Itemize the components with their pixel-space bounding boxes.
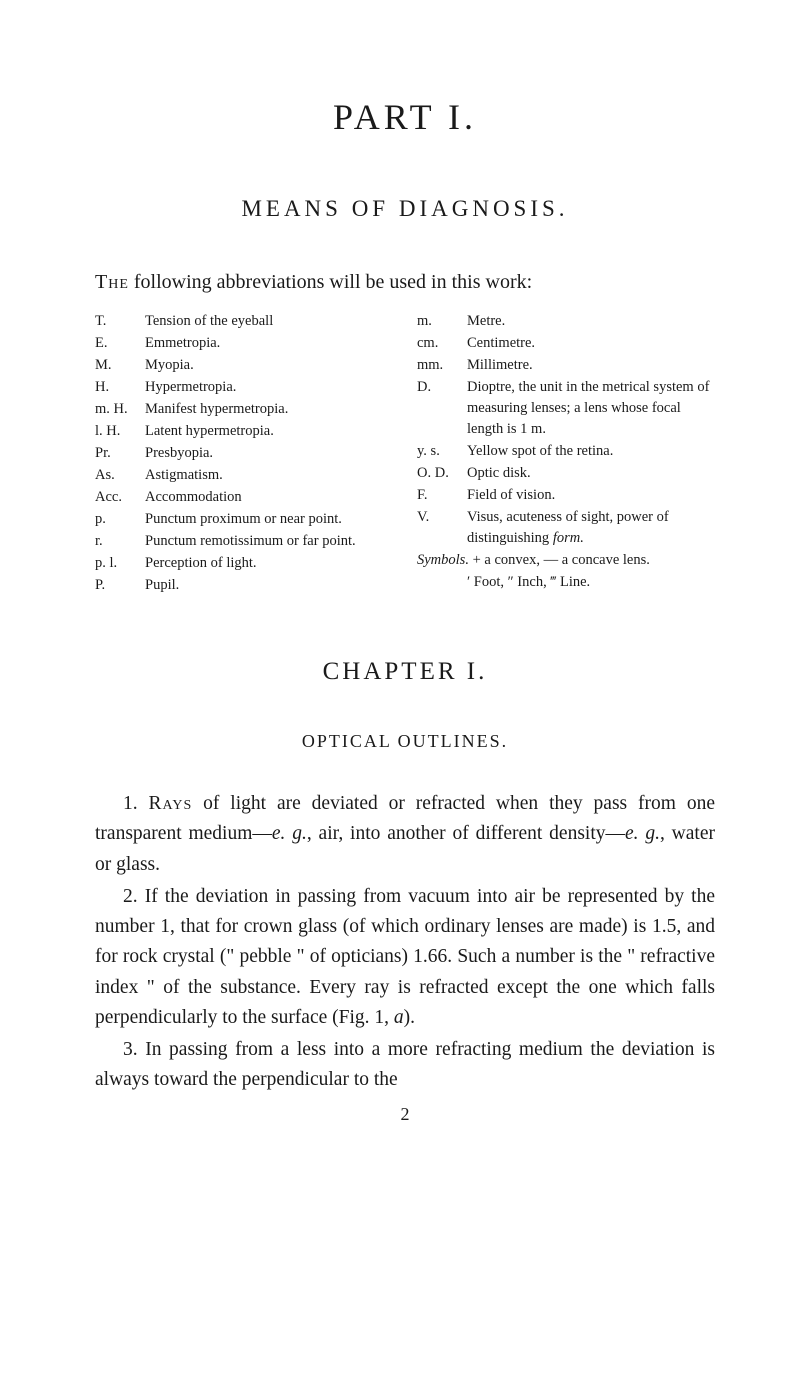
abbrev-key: p. l. bbox=[95, 553, 145, 574]
abbrev-row: V.Visus, acuteness of sight, power of di… bbox=[417, 507, 715, 549]
abbrev-row: T.Tension of the eyeball bbox=[95, 311, 393, 332]
abbrev-val: Tension of the eyeball bbox=[145, 311, 393, 332]
abbrev-val: Presbyopia. bbox=[145, 443, 393, 464]
p1-smallcaps: Rays bbox=[149, 793, 193, 814]
abbrev-row: p. l.Perception of light. bbox=[95, 553, 393, 574]
abbrev-row: As.Astigmatism. bbox=[95, 465, 393, 486]
abbrev-key: M. bbox=[95, 355, 145, 376]
abbrev-key: Acc. bbox=[95, 487, 145, 508]
p1-c: , air, into another of different density… bbox=[307, 823, 625, 844]
abbrev-val: Millimetre. bbox=[467, 355, 715, 376]
abbrev-key: T. bbox=[95, 311, 145, 332]
abbrev-val: Astigmatism. bbox=[145, 465, 393, 486]
abbrev-key: As. bbox=[95, 465, 145, 486]
abbreviations-columns: T.Tension of the eyeballE.Emmetropia.M.M… bbox=[95, 311, 715, 597]
p2-b: ). bbox=[404, 1007, 415, 1028]
abbrev-key: p. bbox=[95, 509, 145, 530]
abbrev-val: Perception of light. bbox=[145, 553, 393, 574]
chapter-title: CHAPTER I. bbox=[95, 653, 715, 691]
abbrev-row: p.Punctum proximum or near point. bbox=[95, 509, 393, 530]
p1-it2: e. g. bbox=[625, 823, 660, 844]
abbrev-key: y. s. bbox=[417, 441, 467, 462]
part-title: PART I. bbox=[95, 90, 715, 144]
abbrev-row: r.Punctum remotissimum or far point. bbox=[95, 531, 393, 552]
abbrev-key: P. bbox=[95, 575, 145, 596]
abbrev-row: m. H.Manifest hypermetropia. bbox=[95, 399, 393, 420]
abbrev-val: Centimetre. bbox=[467, 333, 715, 354]
intro-smallcaps: The bbox=[95, 271, 129, 293]
abbrev-key: F. bbox=[417, 485, 467, 506]
intro-line: The following abbreviations will be used… bbox=[95, 267, 715, 297]
abbrev-val: Field of vision. bbox=[467, 485, 715, 506]
p1-it1: e. g. bbox=[272, 823, 307, 844]
abbrev-val: Myopia. bbox=[145, 355, 393, 376]
abbrev-row: M.Myopia. bbox=[95, 355, 393, 376]
abbrev-val: Accommodation bbox=[145, 487, 393, 508]
abbrev-val: Manifest hypermetropia. bbox=[145, 399, 393, 420]
subchapter-title: OPTICAL OUTLINES. bbox=[95, 728, 715, 755]
abbrev-val: Optic disk. bbox=[467, 463, 715, 484]
abbrev-key: H. bbox=[95, 377, 145, 398]
symbols-label: Symbols. bbox=[417, 552, 469, 568]
abbrev-row: E.Emmetropia. bbox=[95, 333, 393, 354]
abbrev-row: m.Metre. bbox=[417, 311, 715, 332]
paragraph-3: 3. In passing from a less into a more re… bbox=[95, 1035, 715, 1095]
intro-rest: following abbreviations will be used in … bbox=[129, 271, 532, 293]
abbrev-row: H.Hypermetropia. bbox=[95, 377, 393, 398]
abbrev-key: D. bbox=[417, 377, 467, 440]
paragraph-2: 2. If the deviation in passing from vacu… bbox=[95, 882, 715, 1033]
abbrev-key: m. H. bbox=[95, 399, 145, 420]
abbrev-key: m. bbox=[417, 311, 467, 332]
abbrev-key: mm. bbox=[417, 355, 467, 376]
p1-num: 1. bbox=[123, 793, 149, 814]
abbrev-key: l. H. bbox=[95, 421, 145, 442]
symbols-line: Symbols. + a convex, — a concave lens. bbox=[417, 550, 715, 571]
abbrev-col-right: m.Metre.cm.Centimetre.mm.Millimetre.D.Di… bbox=[417, 311, 715, 597]
abbrev-key: r. bbox=[95, 531, 145, 552]
abbrev-val: Visus, acuteness of sight, power of dist… bbox=[467, 507, 715, 549]
abbrev-row: mm.Millimetre. bbox=[417, 355, 715, 376]
abbrev-val: Yellow spot of the retina. bbox=[467, 441, 715, 462]
abbrev-row: l. H.Latent hypermetropia. bbox=[95, 421, 393, 442]
abbrev-val: Punctum remotissimum or far point. bbox=[145, 531, 393, 552]
abbrev-key: Pr. bbox=[95, 443, 145, 464]
abbrev-val: Pupil. bbox=[145, 575, 393, 596]
abbrev-row: Acc.Accommodation bbox=[95, 487, 393, 508]
abbrev-row: D.Dioptre, the unit in the metrical syst… bbox=[417, 377, 715, 440]
page-number: 2 bbox=[95, 1101, 715, 1128]
abbrev-row: O. D.Optic disk. bbox=[417, 463, 715, 484]
abbrev-row: F.Field of vision. bbox=[417, 485, 715, 506]
abbrev-val: Dioptre, the unit in the metrical system… bbox=[467, 377, 715, 440]
abbrev-key: E. bbox=[95, 333, 145, 354]
abbrev-key: V. bbox=[417, 507, 467, 549]
abbrev-row: P.Pupil. bbox=[95, 575, 393, 596]
abbrev-row: cm.Centimetre. bbox=[417, 333, 715, 354]
form-italic: form. bbox=[553, 530, 584, 546]
abbrev-val: Emmetropia. bbox=[145, 333, 393, 354]
abbrev-val: Latent hypermetropia. bbox=[145, 421, 393, 442]
abbrev-row: y. s.Yellow spot of the retina. bbox=[417, 441, 715, 462]
abbrev-row: Pr.Presbyopia. bbox=[95, 443, 393, 464]
abbrev-val: Punctum proximum or near point. bbox=[145, 509, 393, 530]
abbrev-col-left: T.Tension of the eyeballE.Emmetropia.M.M… bbox=[95, 311, 393, 597]
paragraph-1: 1. Rays of light are deviated or refract… bbox=[95, 789, 715, 880]
abbrev-val: Hypermetropia. bbox=[145, 377, 393, 398]
section-title: MEANS OF DIAGNOSIS. bbox=[95, 192, 715, 227]
abbrev-key: O. D. bbox=[417, 463, 467, 484]
foot-inch-line: ′ Foot, ″ Inch, ‴ Line. bbox=[417, 572, 715, 593]
abbrev-key: cm. bbox=[417, 333, 467, 354]
p2-it: a bbox=[394, 1007, 404, 1028]
abbrev-val: Metre. bbox=[467, 311, 715, 332]
